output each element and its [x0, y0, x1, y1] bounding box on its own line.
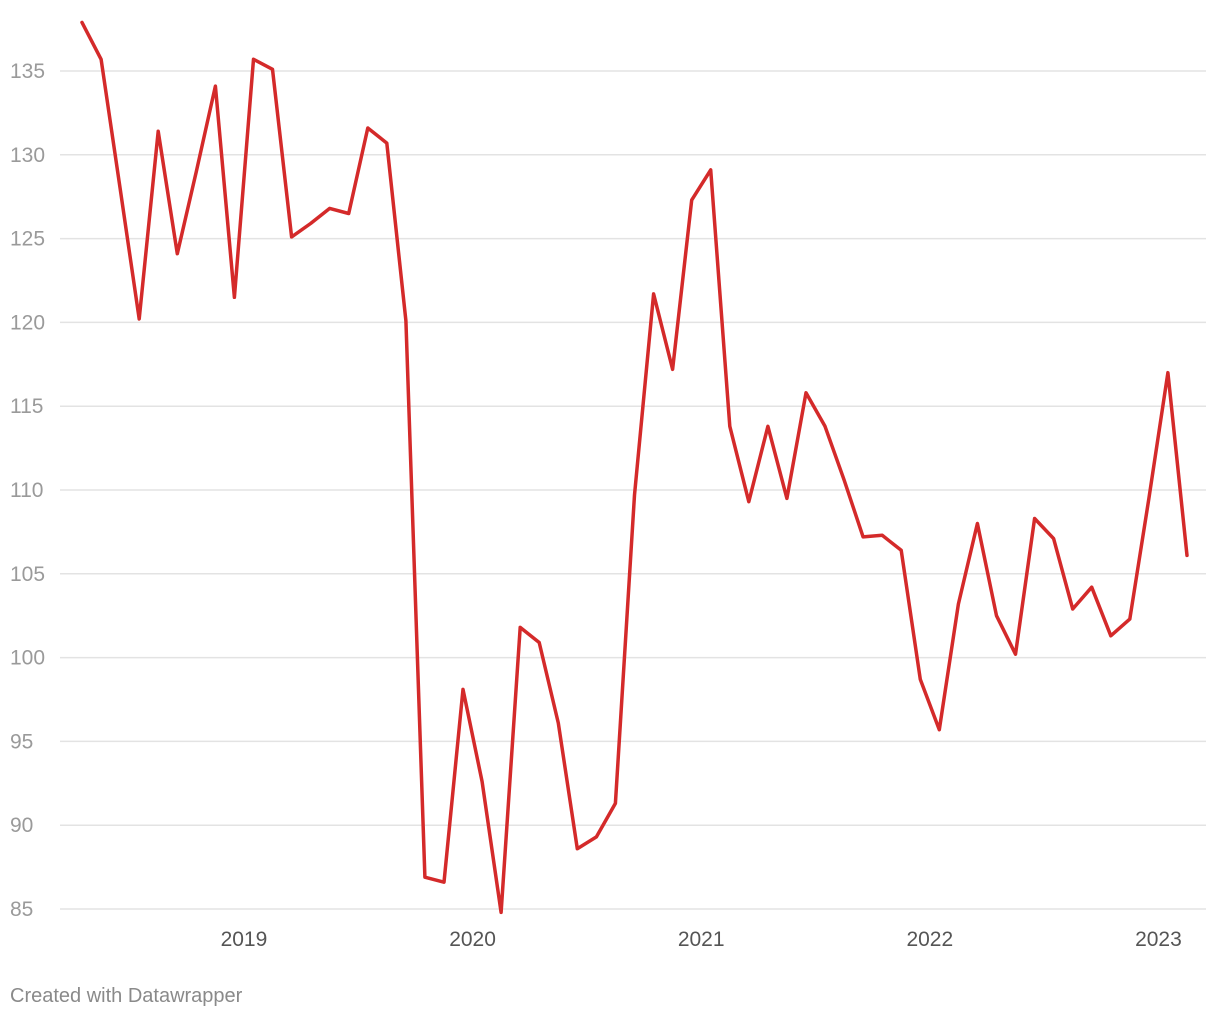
- x-tick-label: 2022: [906, 928, 953, 951]
- gridlines: [60, 70, 1206, 910]
- y-tick-label: 135: [10, 60, 45, 83]
- y-tick-label: 95: [10, 730, 33, 753]
- y-tick-label: 130: [10, 144, 45, 167]
- x-axis-labels: 2019 2020 2021 2022 2023: [221, 928, 1182, 951]
- y-tick-label: 120: [10, 311, 45, 334]
- y-axis-labels: 85 90 95 100 105 110 115 120 125 130 135: [10, 60, 45, 921]
- series-layer: [80, 20, 1189, 915]
- series-line: [80, 20, 1189, 915]
- y-tick-label: 105: [10, 563, 45, 586]
- x-tick-label: 2021: [678, 928, 725, 951]
- y-tick-label: 125: [10, 228, 45, 251]
- x-tick-label: 2020: [449, 928, 496, 951]
- y-tick-label: 100: [10, 647, 45, 670]
- y-tick-label: 110: [10, 479, 43, 502]
- x-tick-label: 2019: [221, 928, 268, 951]
- y-tick-label: 90: [10, 814, 33, 837]
- x-tick-label: 2023: [1135, 928, 1182, 951]
- y-tick-label: 85: [10, 898, 33, 921]
- footer-credit: Created with Datawrapper: [10, 985, 243, 1007]
- y-tick-label: 115: [10, 395, 43, 418]
